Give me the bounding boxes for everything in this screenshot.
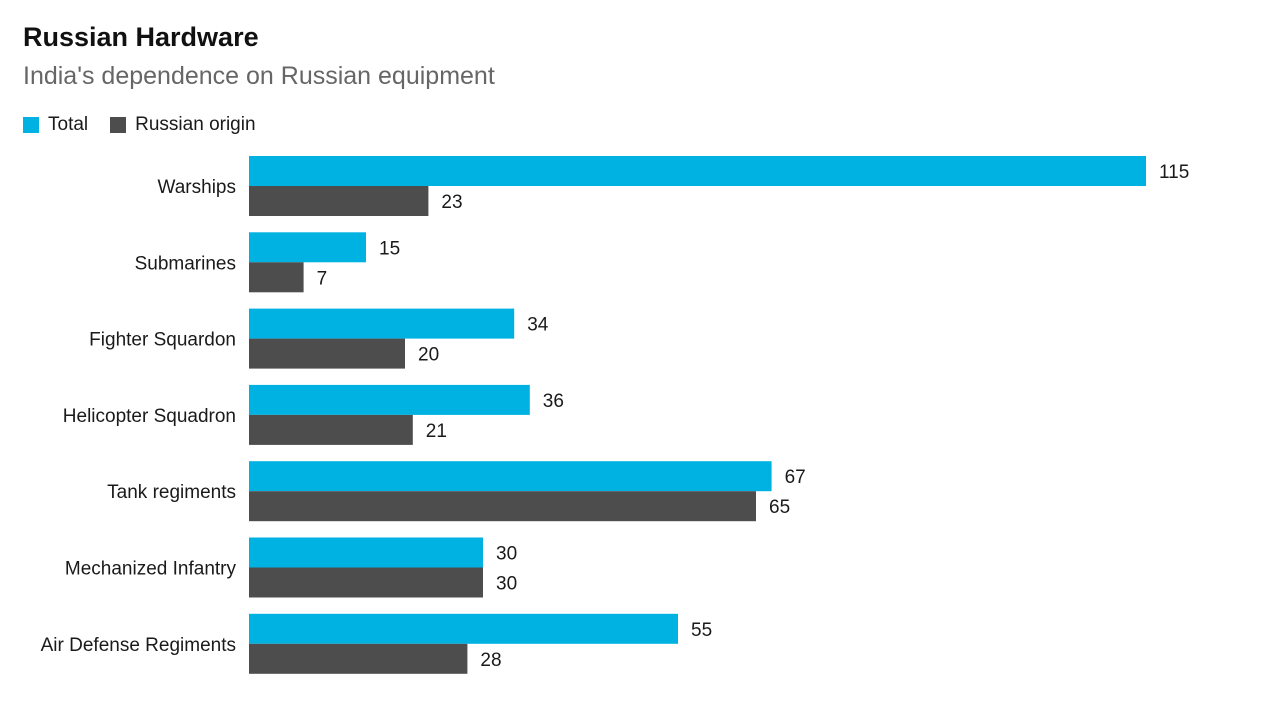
legend-swatch-russian-origin [110,117,127,133]
category-label-tank-regiments: Tank regiments [107,482,236,503]
bar-russian-origin-helicopter-squadron [249,414,413,445]
bar-total-air-defense-regiments [249,613,678,644]
value-label-russian-origin-warships: 23 [441,192,462,213]
value-label-total-mechanized-infantry: 30 [496,544,517,565]
bar-russian-origin-submarines [249,262,304,293]
value-label-russian-origin-air-defense-regiments: 28 [480,650,501,671]
legend-label-russian-origin: Russian origin [135,114,256,135]
bar-total-helicopter-squadron [249,384,530,415]
category-label-fighter-squardon: Fighter Squardon [89,330,236,351]
value-label-total-air-defense-regiments: 55 [691,620,712,641]
bar-total-fighter-squardon [249,308,515,339]
value-label-russian-origin-submarines: 7 [317,268,328,289]
category-label-helicopter-squadron: Helicopter Squadron [63,406,236,427]
value-label-total-fighter-squardon: 34 [527,315,549,336]
legend-item-total: Total [23,114,88,136]
bar-total-submarines [249,232,366,263]
chart-title: Russian Hardware [23,22,259,52]
value-label-total-helicopter-squadron: 36 [543,391,564,412]
value-label-russian-origin-helicopter-squadron: 21 [426,421,447,442]
category-label-submarines: Submarines [135,253,236,274]
bar-total-tank-regiments [249,461,772,492]
legend-item-russian-origin: Russian origin [110,114,256,136]
category-label-air-defense-regiments: Air Defense Regiments [41,635,236,656]
value-label-total-submarines: 15 [379,238,400,259]
bar-total-warships [249,156,1146,186]
value-label-russian-origin-fighter-squardon: 20 [418,345,439,366]
value-label-russian-origin-tank-regiments: 65 [769,497,790,518]
legend-swatch-total [23,117,39,133]
value-label-total-warships: 115 [1159,162,1189,183]
bar-russian-origin-air-defense-regiments [249,643,468,674]
bar-russian-origin-fighter-squardon [249,338,405,369]
value-label-total-tank-regiments: 67 [785,467,806,488]
bar-russian-origin-warships [249,186,429,216]
legend: Total Russian origin [23,114,278,136]
value-label-russian-origin-mechanized-infantry: 30 [496,574,517,595]
category-label-warships: Warships [158,177,236,198]
bar-russian-origin-tank-regiments [249,491,756,522]
bar-russian-origin-mechanized-infantry [249,567,483,598]
legend-label-total: Total [48,114,89,135]
chart-subtitle: India's dependence on Russian equipment [23,62,495,90]
bar-total-mechanized-infantry [249,537,483,568]
category-label-mechanized-infantry: Mechanized Infantry [65,559,237,580]
